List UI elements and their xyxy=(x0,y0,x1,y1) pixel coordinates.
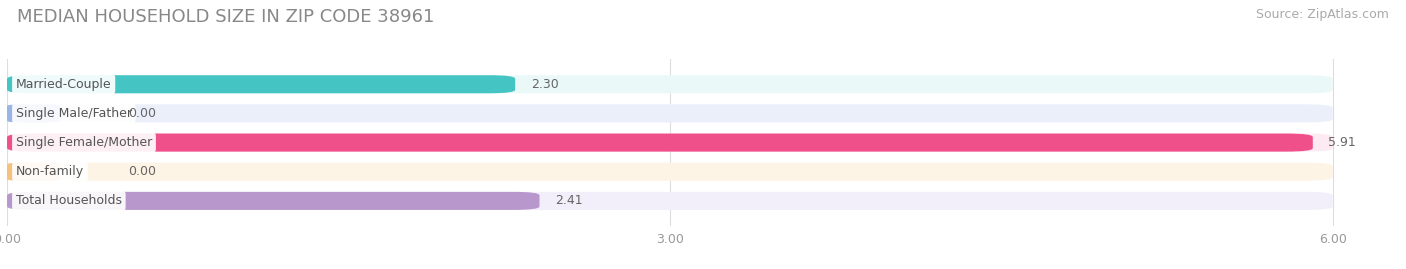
FancyBboxPatch shape xyxy=(7,163,1333,181)
Text: 5.91: 5.91 xyxy=(1329,136,1355,149)
Text: MEDIAN HOUSEHOLD SIZE IN ZIP CODE 38961: MEDIAN HOUSEHOLD SIZE IN ZIP CODE 38961 xyxy=(17,8,434,26)
FancyBboxPatch shape xyxy=(7,75,515,93)
FancyBboxPatch shape xyxy=(7,192,1333,210)
Text: Total Households: Total Households xyxy=(15,194,122,207)
Text: 2.30: 2.30 xyxy=(530,78,558,91)
FancyBboxPatch shape xyxy=(7,192,540,210)
FancyBboxPatch shape xyxy=(7,133,1313,152)
Text: Non-family: Non-family xyxy=(15,165,84,178)
FancyBboxPatch shape xyxy=(7,133,1333,152)
Text: 2.41: 2.41 xyxy=(555,194,582,207)
Text: Source: ZipAtlas.com: Source: ZipAtlas.com xyxy=(1256,8,1389,21)
Text: Married-Couple: Married-Couple xyxy=(15,78,111,91)
Text: Single Female/Mother: Single Female/Mother xyxy=(15,136,152,149)
FancyBboxPatch shape xyxy=(7,104,1333,122)
Text: 0.00: 0.00 xyxy=(128,165,156,178)
Text: 0.00: 0.00 xyxy=(128,107,156,120)
FancyBboxPatch shape xyxy=(7,163,60,181)
Text: Single Male/Father: Single Male/Father xyxy=(15,107,132,120)
FancyBboxPatch shape xyxy=(7,75,1333,93)
FancyBboxPatch shape xyxy=(7,104,60,122)
